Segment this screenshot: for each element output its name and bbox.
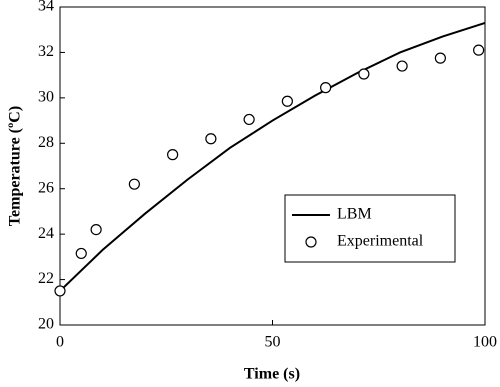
data-point <box>434 52 446 64</box>
y-tick-label: 24 <box>38 225 54 242</box>
x-tick-label: 50 <box>265 334 281 351</box>
data-point <box>243 113 255 126</box>
data-point <box>281 95 293 107</box>
data-point <box>75 247 87 260</box>
y-axis-label: Temperature (ºC) <box>7 106 24 226</box>
data-point <box>358 68 370 80</box>
y-tick-label: 30 <box>38 89 54 106</box>
data-point <box>396 60 408 72</box>
legend-label: Experimental <box>337 233 424 250</box>
x-tick-label: 100 <box>473 334 497 351</box>
y-tick-label: 26 <box>38 179 54 196</box>
x-tick-label: 0 <box>56 334 64 351</box>
data-point <box>90 224 102 236</box>
y-tick-label: 22 <box>38 270 54 287</box>
legend-marker <box>305 236 317 248</box>
y-tick-label: 32 <box>38 43 54 60</box>
lbm-line <box>59 21 486 292</box>
data-point <box>167 149 179 161</box>
legend-label: LBM <box>337 206 372 223</box>
y-tick-label: 20 <box>38 316 54 333</box>
data-point <box>128 178 140 190</box>
data-point <box>54 285 66 297</box>
y-tick-label: 34 <box>38 0 54 15</box>
plot-frame <box>59 6 486 326</box>
data-point <box>473 44 485 56</box>
data-point <box>205 133 217 145</box>
data-point <box>320 82 332 94</box>
x-axis-label: Time (s) <box>244 366 300 383</box>
y-tick-label: 28 <box>38 134 54 151</box>
legend-box <box>284 194 456 263</box>
